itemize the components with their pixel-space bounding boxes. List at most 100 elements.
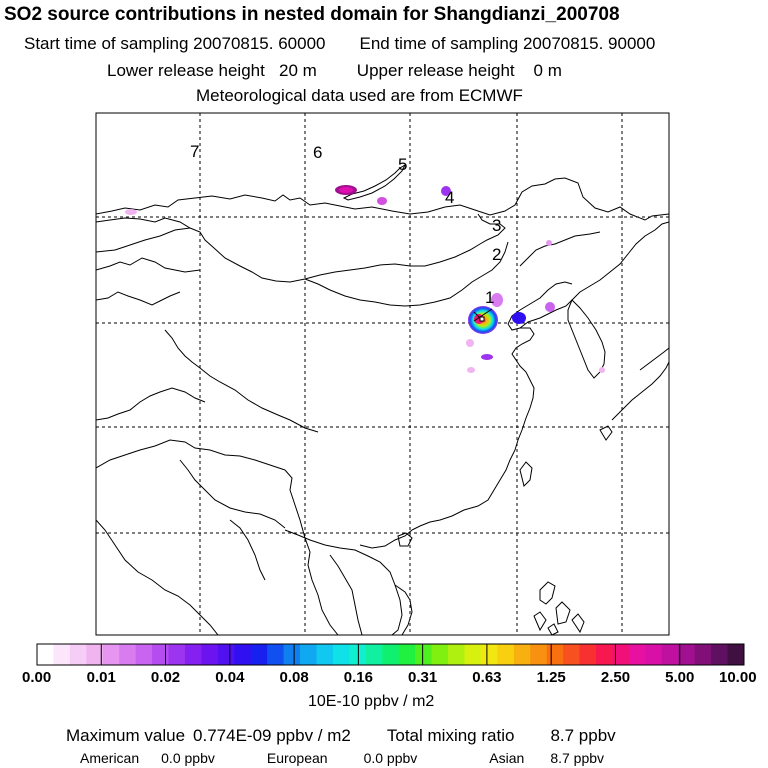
station-marker <box>479 316 485 322</box>
colorbar-cell <box>497 644 515 665</box>
plume-patch <box>512 312 526 324</box>
colorbar-cell <box>365 644 383 665</box>
colorbar-cell <box>119 644 137 665</box>
colorbar-cell <box>513 644 531 665</box>
colorbar-cell <box>661 644 679 665</box>
trajectory-label-5: 5 <box>398 155 407 174</box>
colorbar-cell <box>546 644 564 665</box>
colorbar-cell <box>316 644 334 665</box>
asian-label: Asian <box>489 750 525 766</box>
met-data-source: Meteorological data used are from ECMWF <box>196 86 523 105</box>
colorbar-cell <box>579 644 597 665</box>
lower-release-height: Lower release height 20 m <box>107 61 317 80</box>
colorbar-tick-label: 0.16 <box>343 669 373 686</box>
plume-patch <box>441 186 451 196</box>
colorbar-cell <box>645 644 663 665</box>
end-time: End time of sampling 20070815. 90000 <box>359 34 656 53</box>
colorbar-cell <box>628 644 646 665</box>
american-label: American <box>80 750 140 766</box>
colorbar-tick-label: 10.00 <box>719 669 757 686</box>
asian-value: 8.7 ppbv <box>550 750 605 766</box>
colorbar-cell <box>37 644 54 665</box>
colorbar-cell <box>201 644 219 665</box>
country-borders <box>96 163 669 635</box>
trajectory-label-3: 3 <box>492 216 501 235</box>
max-value: 0.774E-09 ppbv / m2 <box>193 726 351 745</box>
colorbar-tick-label: 0.04 <box>215 669 245 686</box>
colorbar-cell <box>398 644 416 665</box>
plume-patch <box>377 197 387 205</box>
sampling-times: Start time of sampling 20070815. 60000 En… <box>24 34 768 54</box>
trajectory-label-4: 4 <box>445 188 454 207</box>
map-title: SO2 source contributions in nested domai… <box>4 4 620 25</box>
trajectory-labels: 7 6 5 4 3 2 1 <box>190 142 501 307</box>
colorbar-cell <box>135 644 153 665</box>
colorbar-cell <box>415 644 433 665</box>
colorbar-cell <box>563 644 581 665</box>
colorbar-cell <box>448 644 465 665</box>
colorbar-cell <box>431 644 449 665</box>
colorbar-cell <box>53 644 71 665</box>
map-frame <box>95 112 670 636</box>
total-mixing-ratio-label: Total mixing ratio <box>386 726 515 745</box>
trajectory-label-1: 1 <box>485 288 494 307</box>
american-value: 0.0 ppbv <box>161 750 215 766</box>
colorbar-cell <box>464 644 482 665</box>
colorbar-cells <box>37 644 745 665</box>
total-mixing-ratio-value: 8.7 ppbv <box>550 726 616 745</box>
colorbar-cell <box>382 644 400 665</box>
colorbar-tick-label: 0.00 <box>22 669 52 686</box>
colorbar-cell <box>102 644 120 665</box>
plume-patch <box>466 339 474 347</box>
colorbar-cell <box>217 644 235 665</box>
upper-release-height: Upper release height 0 m <box>356 61 562 80</box>
plume-patch <box>467 367 475 373</box>
colorbar-tick-label: 2.50 <box>600 669 631 686</box>
plume-patch <box>546 240 552 246</box>
colorbar-cell <box>168 644 186 665</box>
colorbar-cell <box>267 644 285 665</box>
trajectory-label-7: 7 <box>190 142 199 161</box>
colorbar-tick-label: 0.08 <box>279 669 309 686</box>
colorbar-cell <box>332 644 350 665</box>
map-content <box>96 113 669 635</box>
trajectory-label-2: 2 <box>492 245 501 264</box>
colorbar-tick-label: 5.00 <box>665 669 695 686</box>
colorbar-cell <box>694 644 712 665</box>
colorbar-units: 10E-10 ppbv / m2 <box>308 693 435 710</box>
colorbar-cell <box>727 644 745 665</box>
colorbar-cell <box>69 644 87 665</box>
colorbar-tick-label: 0.01 <box>86 669 116 686</box>
colorbar-cell <box>480 644 498 665</box>
plume-patch <box>491 293 503 307</box>
plume-patch <box>125 209 137 215</box>
colorbar-cell <box>612 644 630 665</box>
colorbar-cell <box>152 644 170 665</box>
colorbar-cell <box>596 644 613 665</box>
release-heights: Lower release height 20 m Upper release h… <box>107 61 768 81</box>
colorbar-cell <box>250 644 268 665</box>
colorbar-cell <box>283 644 301 665</box>
european-label: European <box>266 750 328 766</box>
colorbar-tick-label: 0.02 <box>150 669 181 686</box>
colorbar-cell <box>184 644 202 665</box>
regional-contributions: American 0.0 ppbv European 0.0 ppbv Asian 8.7… <box>80 750 604 766</box>
summary-line: Maximum value 0.774E-09 ppbv / m2 Total mi… <box>66 726 616 746</box>
colorbar-cell <box>86 644 104 665</box>
european-value: 0.0 ppbv <box>363 750 418 766</box>
colorbar-cell <box>300 644 318 665</box>
grid-lines <box>96 113 669 635</box>
colorbar-cell <box>678 644 696 665</box>
colorbar-cell <box>530 644 548 665</box>
trajectory-label-6: 6 <box>313 143 322 162</box>
start-time: Start time of sampling 20070815. 60000 <box>24 34 326 53</box>
plume-patch <box>545 302 555 312</box>
colorbar-tick-label: 0.63 <box>472 669 502 686</box>
colorbar-frame <box>36 643 745 666</box>
colorbar-tick-label: 1.25 <box>536 669 566 686</box>
colorbar-tick-label: 0.31 <box>408 669 438 686</box>
colorbar-cell <box>234 644 252 665</box>
colorbar-cell <box>711 644 729 665</box>
